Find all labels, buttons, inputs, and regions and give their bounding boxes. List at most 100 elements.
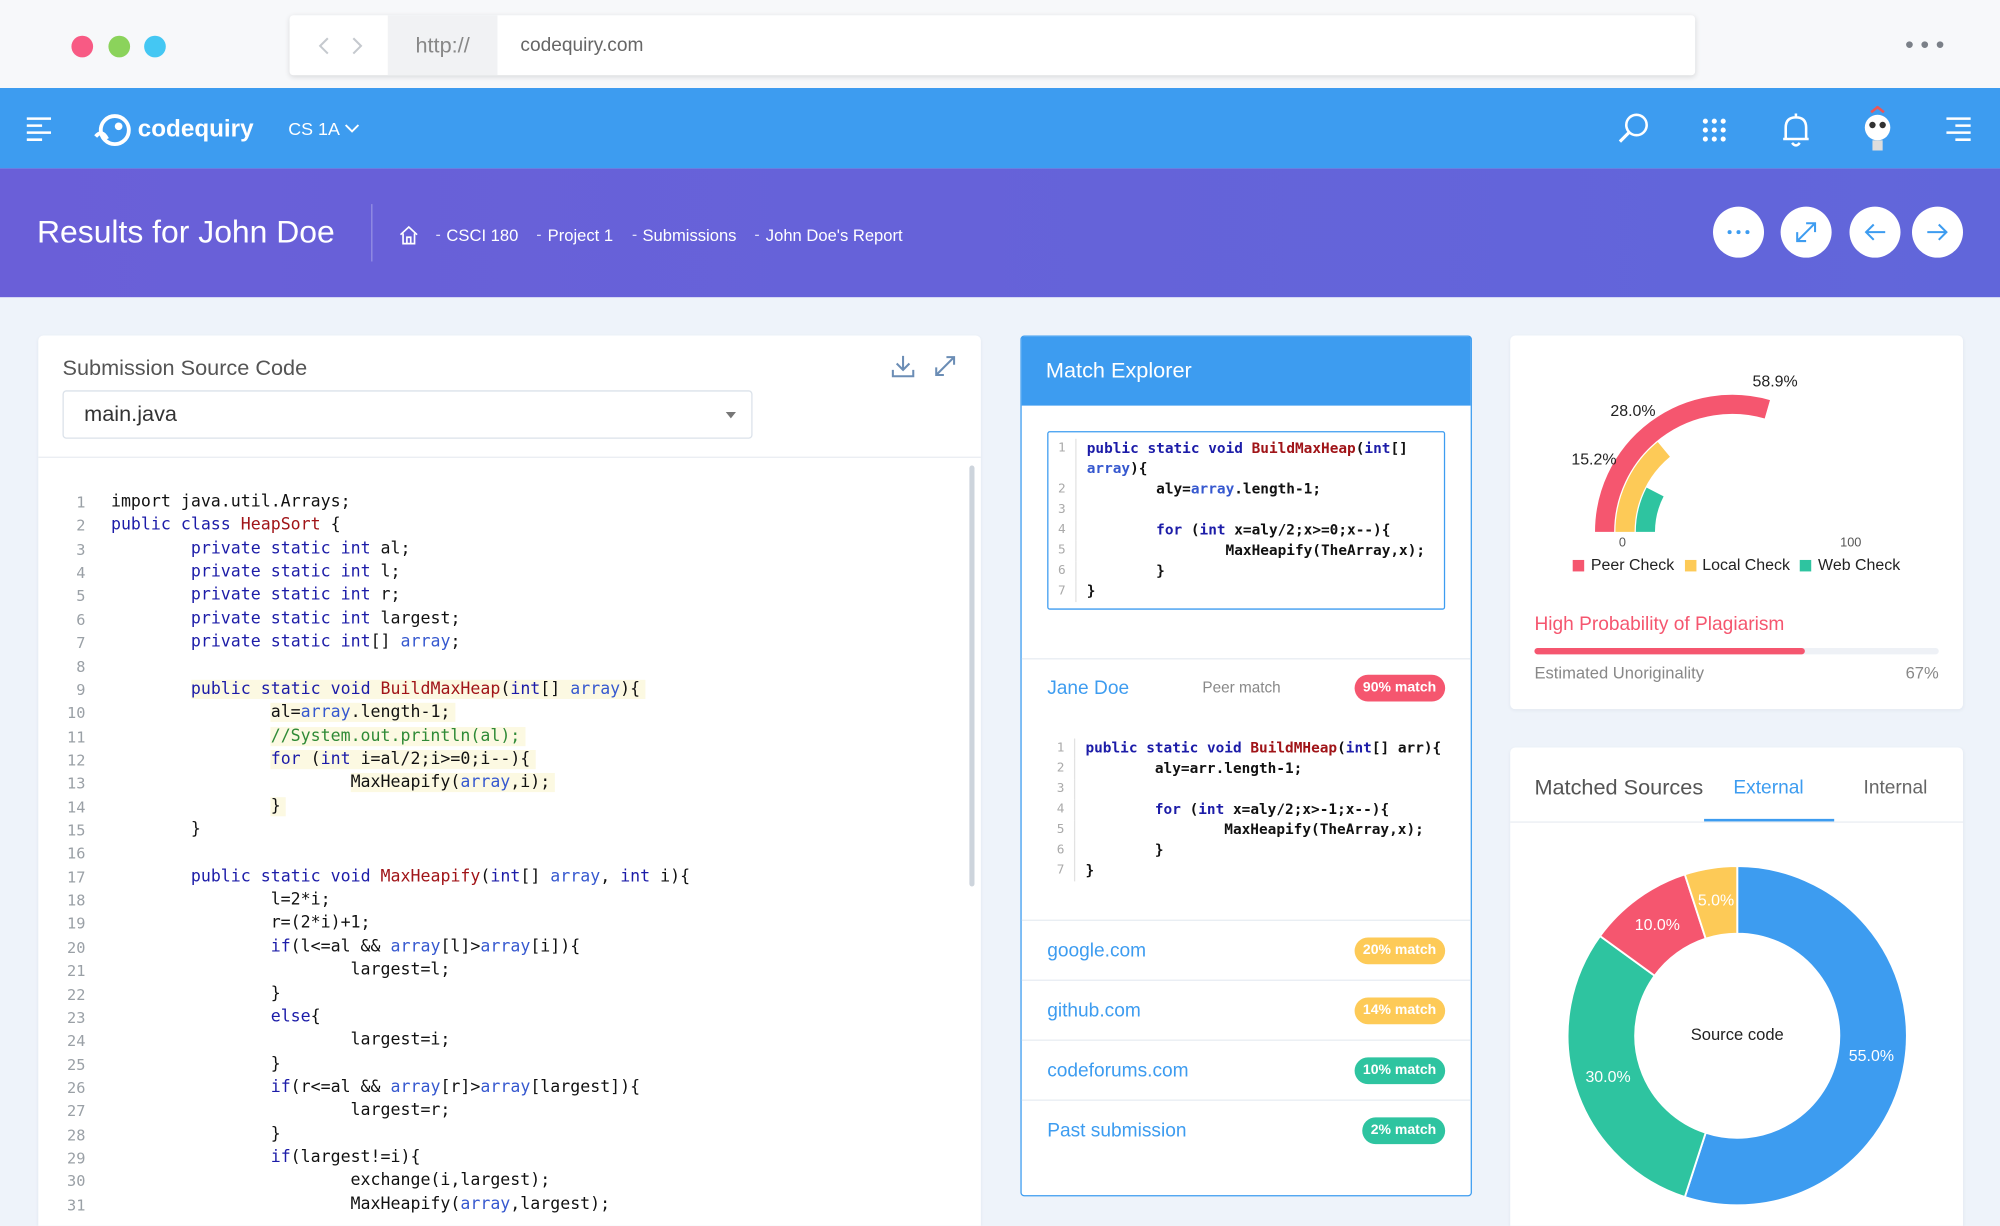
token: public [190, 867, 251, 887]
snippet-line: 4 for (int x=aly/2;x>=0;x--){ [1048, 520, 1443, 541]
code-line: 4 private static int l; [38, 561, 956, 584]
token: array [460, 773, 511, 793]
snippet-text: MaxHeapify(TheArray,x); [1086, 542, 1426, 559]
address-bar[interactable]: http:// codequiry.com [289, 15, 1696, 76]
gauge-label: 58.9% [1752, 374, 1797, 391]
snippet-text: MaxHeapify(TheArray,x); [1085, 821, 1424, 839]
token: public [110, 515, 171, 535]
snippet-line: 7} [1048, 581, 1443, 603]
code-line: 6 private static int largest; [38, 608, 956, 631]
breadcrumb[interactable]: John Doe's Report [756, 226, 903, 245]
code-text: public class HeapSort { [110, 515, 341, 535]
side-menu-icon[interactable] [1945, 116, 1973, 142]
match-name: codeforums.com [1047, 1059, 1189, 1081]
match-row[interactable]: codeforums.com 10% match [1021, 1039, 1471, 1100]
scrollbar[interactable] [969, 465, 975, 887]
line-number: 1 [1048, 438, 1077, 480]
token: else [270, 1007, 311, 1027]
code-text: if(largest!=i){ [270, 1148, 421, 1168]
max-dot[interactable] [144, 35, 166, 58]
token: MaxHeapify [380, 867, 481, 887]
code-text: } [110, 1054, 281, 1074]
snippet-text: public static void BuildMaxHeap(int[] ar… [1086, 440, 1417, 478]
apps-icon[interactable] [1702, 117, 1728, 143]
code-text: public static void MaxHeapify(int[] arra… [190, 867, 691, 887]
match-row[interactable]: google.com 20% match [1021, 919, 1471, 980]
menu-icon[interactable] [26, 116, 54, 142]
back-icon [1864, 223, 1886, 241]
card-title: Matched Sources [1534, 775, 1704, 800]
close-dot[interactable] [71, 35, 94, 58]
browser-menu[interactable] [1903, 38, 1949, 51]
snippet-line: 4 for (int x=aly/2;x>-1;x--){ [1047, 799, 1445, 821]
match-row[interactable]: Jane Doe Peer match 90% match [1021, 658, 1471, 715]
token: int [1364, 440, 1391, 457]
min-dot[interactable] [108, 35, 131, 58]
line-number: 30 [67, 1172, 86, 1191]
code-text: import java.util.Arrays; [110, 492, 351, 512]
tab[interactable]: Internal [1863, 776, 1928, 799]
line-number: 27 [67, 1102, 86, 1121]
legend-swatch [1573, 559, 1585, 571]
snippet-line: 3 [1048, 499, 1443, 521]
metric-name: Estimated Unoriginality [1534, 663, 1705, 683]
highlight: al=array.length-1; [270, 703, 456, 722]
token: int [490, 867, 521, 887]
line-number: 5 [76, 587, 86, 606]
gauge-card: 58.9% 28.0% 15.2% 0 100 Peer Check Local Chec… [1510, 335, 1964, 710]
legend-label: Web Check [1818, 556, 1901, 574]
token: static [270, 539, 331, 559]
logo-icon[interactable] [92, 111, 135, 149]
legend-label: Local Check [1702, 556, 1790, 574]
avatar[interactable] [1860, 105, 1896, 154]
download-icon[interactable] [890, 353, 916, 379]
code-line: 31 MaxHeapify(array,largest); [38, 1194, 956, 1217]
code-line: 3 private static int al; [38, 538, 956, 561]
line-number: 11 [67, 727, 86, 746]
token: static [1147, 440, 1200, 457]
breadcrumb[interactable]: Project 1 [537, 226, 613, 245]
file-select[interactable]: main.java [62, 390, 753, 439]
expand-button[interactable] [1780, 206, 1832, 258]
match-row[interactable]: Past submission 2% match [1021, 1099, 1471, 1159]
code-line: 11 //System.out.println(al); [38, 725, 956, 748]
line-number: 7 [1048, 581, 1077, 603]
breadcrumb[interactable]: CSCI 180 [436, 226, 518, 245]
line-number: 2 [1048, 479, 1077, 500]
progress-track [1534, 647, 1939, 655]
code-text: largest=r; [110, 1101, 451, 1121]
snippet-text: } [1086, 562, 1165, 580]
back-button[interactable] [1849, 206, 1901, 258]
bell-icon[interactable] [1781, 112, 1812, 148]
line-number: 2 [1047, 758, 1076, 780]
nav-arrows[interactable] [315, 34, 371, 57]
match-row[interactable]: github.com 14% match [1021, 979, 1471, 1040]
token: int [340, 539, 371, 559]
snippet-line: 7} [1047, 860, 1445, 882]
donut-chart: 55.0% 30.0% 10.0% 5.0% Source code [1566, 865, 1908, 1207]
code-snippet: 1 public static void BuildMHeap(int[] arr… [1022, 716, 1471, 920]
highlight: public static void BuildMaxHeap(int[] ar… [190, 679, 646, 699]
code-text: MaxHeapify(array,largest); [110, 1194, 611, 1215]
token: int [1198, 801, 1225, 818]
tab[interactable]: External [1733, 776, 1804, 799]
code-line: 5 private static int r; [38, 585, 956, 608]
code-line: 13 MaxHeapify(array,i); [38, 772, 956, 795]
token: int [620, 867, 651, 887]
home-icon[interactable] [398, 224, 420, 245]
more-button[interactable] [1713, 206, 1765, 258]
code-view: 1 import java.util.Arrays; 2 public class H… [38, 491, 956, 1217]
breadcrumb[interactable]: Submissions [632, 226, 736, 245]
fullscreen-icon[interactable] [932, 353, 958, 379]
highlight: for (int i=al/2;i>=0;i--){ [270, 749, 536, 770]
token: void [330, 679, 371, 699]
brand[interactable]: codequiry [137, 116, 254, 143]
code-text: for (int i=al/2;i>=0;i--){ [111, 749, 536, 772]
highlight: //System.out.println(al); [270, 726, 526, 746]
token: for [1154, 801, 1181, 818]
line-number: 5 [1047, 820, 1076, 841]
course-select[interactable]: CS 1A [288, 88, 361, 170]
search-icon[interactable] [1617, 112, 1650, 145]
forward-button[interactable] [1911, 206, 1964, 258]
